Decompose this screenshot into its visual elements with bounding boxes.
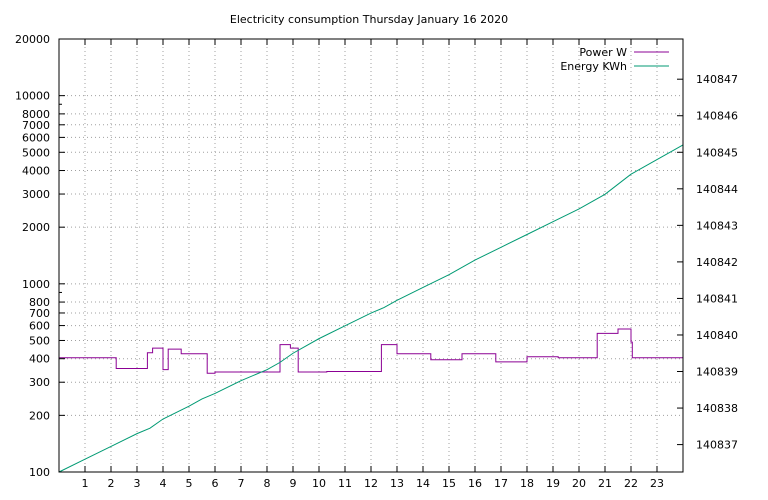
x-tick-label: 19 <box>546 477 560 490</box>
y-right-tick-label: 140841 <box>696 292 738 305</box>
y-left-tick-label: 1000 <box>22 278 50 291</box>
x-axis: 1 2 3 4 5 6 7 8 9 10 11 12 13 14 15 16 17 18 19 20 21 22 23 <box>82 39 664 490</box>
x-tick-label: 5 <box>186 477 193 490</box>
x-tick-label: 20 <box>572 477 586 490</box>
y-left-tick-label: 7000 <box>22 119 50 132</box>
y-right-tick-label: 140844 <box>696 183 738 196</box>
x-tick-label: 18 <box>520 477 534 490</box>
y-left-tick-label: 500 <box>29 334 50 347</box>
y-right-tick-label: 140838 <box>696 402 738 415</box>
y-right-tick-label: 140843 <box>696 219 738 232</box>
x-tick-label: 9 <box>290 477 297 490</box>
y-right-tick-label: 140845 <box>696 146 738 159</box>
x-tick-label: 1 <box>82 477 89 490</box>
x-tick-label: 15 <box>442 477 456 490</box>
x-tick-label: 10 <box>312 477 326 490</box>
x-tick-label: 22 <box>624 477 638 490</box>
x-tick-label: 14 <box>416 477 430 490</box>
y-left-tick-label: 3000 <box>22 188 50 201</box>
y-right-tick-label: 140846 <box>696 110 738 123</box>
chart-title: Electricity consumption Thursday January… <box>230 13 508 26</box>
y-axis-right: 140837 140838 140839 140840 140841 140842 1408… <box>677 73 738 452</box>
grid-layer <box>59 39 683 472</box>
y-left-tick-label: 2000 <box>22 221 50 234</box>
x-tick-label: 6 <box>212 477 219 490</box>
x-tick-label: 16 <box>468 477 482 490</box>
y-left-tick-label: 200 <box>29 409 50 422</box>
y-left-tick-label: 800 <box>29 296 50 309</box>
y-right-tick-label: 140847 <box>696 73 738 86</box>
y-right-tick-label: 140837 <box>696 439 738 452</box>
x-tick-label: 3 <box>134 477 141 490</box>
y-left-tick-label: 600 <box>29 320 50 333</box>
y-left-tick-label: 8000 <box>22 108 50 121</box>
y-left-tick-label: 5000 <box>22 146 50 159</box>
y-left-tick-label: 10000 <box>15 90 50 103</box>
y-right-tick-label: 140840 <box>696 329 738 342</box>
y-right-tick-label: 140839 <box>696 366 738 379</box>
y-left-tick-label: 700 <box>29 307 50 320</box>
x-tick-label: 8 <box>264 477 271 490</box>
y-left-tick-label: 6000 <box>22 131 50 144</box>
y-left-tick-label: 300 <box>29 376 50 389</box>
legend-label: Energy KWh <box>560 60 627 73</box>
series-line-energy <box>58 144 684 473</box>
x-tick-label: 17 <box>494 477 508 490</box>
x-tick-label: 13 <box>390 477 404 490</box>
y-left-tick-label: 4000 <box>22 165 50 178</box>
x-tick-label: 2 <box>108 477 115 490</box>
y-right-tick-label: 140842 <box>696 256 738 269</box>
x-tick-label: 21 <box>598 477 612 490</box>
y-left-tick-label: 100 <box>29 466 50 479</box>
series-layer <box>58 144 684 473</box>
x-tick-label: 7 <box>238 477 245 490</box>
y-left-tick-label: 400 <box>29 353 50 366</box>
x-tick-label: 23 <box>650 477 664 490</box>
y-left-tick-label: 20000 <box>15 33 50 46</box>
x-tick-label: 4 <box>160 477 167 490</box>
x-tick-label: 11 <box>338 477 352 490</box>
legend-label: Power W <box>579 46 627 59</box>
x-tick-label: 12 <box>364 477 378 490</box>
series-line-power <box>59 328 683 374</box>
